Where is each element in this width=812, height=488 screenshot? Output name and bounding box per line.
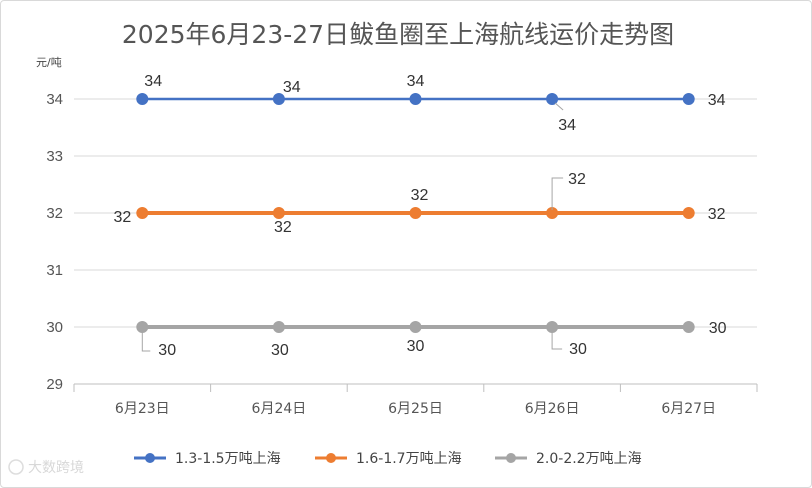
- data-label: 32: [114, 209, 132, 226]
- x-tick-label: 6月26日: [525, 401, 580, 417]
- data-label: 32: [708, 206, 726, 223]
- series-2: [136, 207, 695, 219]
- legend-label: 2.0-2.2万吨上海: [536, 451, 642, 467]
- watermark: 大数跨境: [8, 459, 84, 476]
- label-leader-line: [141, 332, 151, 352]
- legend-item-1: 1.3-1.5万吨上海: [134, 451, 281, 467]
- data-point: [272, 321, 285, 333]
- data-point: [546, 93, 559, 105]
- data-point: [136, 321, 149, 333]
- y-axis-unit-label: 元/吨: [36, 56, 62, 69]
- data-point: [409, 207, 422, 219]
- legend-point-marker: [326, 453, 336, 463]
- data-point: [409, 321, 422, 333]
- data-label: 30: [158, 342, 176, 359]
- y-tick-label: 31: [46, 262, 63, 279]
- data-label: 32: [274, 219, 292, 236]
- data-label: 30: [271, 342, 289, 359]
- y-tick-label: 33: [46, 148, 63, 165]
- x-tick-label: 6月23日: [115, 401, 170, 417]
- y-tick-label: 30: [46, 319, 63, 336]
- data-labels: 34 34 34 34 34 32 32 32 32 32 30 30 30 30 30: [114, 73, 727, 359]
- y-tick-label: 32: [46, 205, 63, 222]
- data-point: [682, 207, 695, 219]
- data-label: 34: [708, 92, 726, 109]
- data-label: 34: [283, 79, 301, 96]
- label-leader-line: [551, 177, 564, 210]
- label-leader-line: [551, 332, 563, 350]
- x-axis: 6月23日 6月24日 6月25日 6月26日 6月27日: [73, 383, 758, 417]
- legend-item-2: 1.6-1.7万吨上海: [315, 451, 462, 467]
- data-label: 30: [407, 338, 425, 355]
- data-label: 34: [558, 117, 576, 134]
- data-point: [272, 207, 285, 219]
- series-3: [136, 321, 695, 333]
- watermark-logo-icon: [8, 459, 24, 475]
- data-label: 34: [144, 73, 162, 90]
- data-label: 30: [709, 320, 727, 337]
- legend-point-marker: [506, 453, 516, 463]
- data-point: [136, 93, 149, 105]
- x-tick-label: 6月25日: [388, 401, 443, 417]
- watermark-text: 大数跨境: [28, 460, 84, 476]
- legend: 1.3-1.5万吨上海 1.6-1.7万吨上海 2.0-2.2万吨上海: [134, 451, 642, 467]
- legend-label: 1.6-1.7万吨上海: [356, 451, 462, 467]
- data-label: 32: [568, 171, 586, 188]
- legend-item-3: 2.0-2.2万吨上海: [495, 451, 642, 467]
- data-point: [682, 93, 695, 105]
- data-label: 30: [569, 341, 587, 358]
- chart-title: 2025年6月23-27日鲅鱼圈至上海航线运价走势图: [122, 20, 674, 49]
- data-point: [272, 93, 285, 105]
- data-point: [136, 207, 149, 219]
- x-tick-label: 6月27日: [661, 401, 716, 417]
- data-point: [682, 321, 695, 333]
- y-tick-label: 29: [46, 376, 63, 393]
- legend-point-marker: [145, 453, 155, 463]
- x-tick-label: 6月24日: [252, 401, 307, 417]
- data-point: [546, 321, 559, 333]
- label-leader-line: [554, 102, 564, 111]
- data-label: 32: [411, 187, 429, 204]
- legend-label: 1.3-1.5万吨上海: [175, 451, 281, 467]
- data-label: 34: [407, 73, 425, 90]
- data-point: [409, 93, 422, 105]
- series-layer: [136, 93, 695, 333]
- y-tick-label: 34: [46, 91, 63, 108]
- y-axis-ticks: 29 30 31 32 33 34: [46, 91, 63, 393]
- series-1: [136, 93, 695, 105]
